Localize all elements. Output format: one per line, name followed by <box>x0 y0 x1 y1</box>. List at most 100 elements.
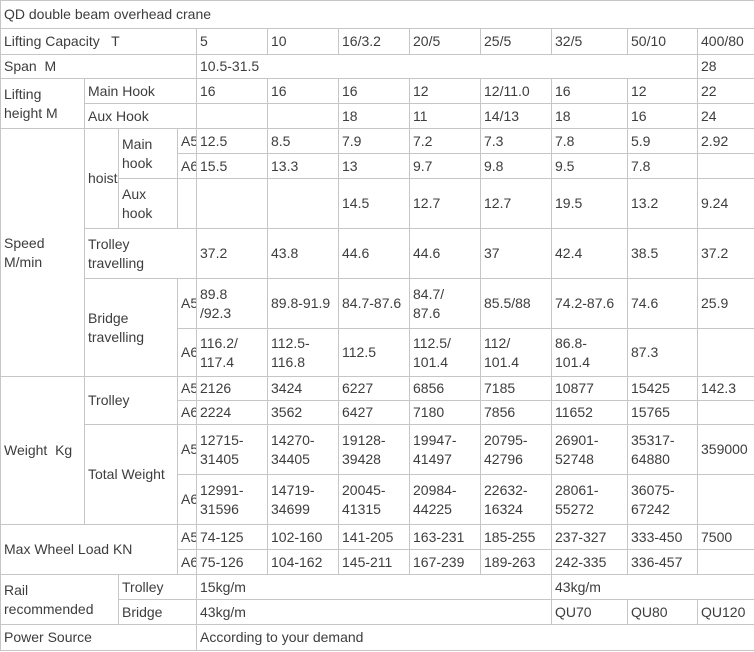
value-cell: 20984- 44225 <box>409 474 481 525</box>
value-cell: 44.6 <box>409 228 481 279</box>
table-row: Total Weight A5 12715- 31405 14270- 3440… <box>1 424 754 525</box>
duty-class-cell: A5 <box>177 524 197 550</box>
value-cell: 15425 <box>627 376 698 401</box>
value-cell: 18 <box>551 103 628 129</box>
value-cell: 12.7 <box>409 178 481 229</box>
value-cell <box>696 328 754 377</box>
value-cell: 112.5- 116.8 <box>267 328 339 377</box>
value-cell: 10 <box>267 28 339 55</box>
row-label-trolley-travelling: Trolley travelling <box>84 228 197 279</box>
value-cell: According to your demand <box>195 624 754 651</box>
row-label-span: Span M <box>0 54 197 79</box>
value-cell: 18 <box>338 103 410 129</box>
value-cell: 8.5 <box>267 128 339 154</box>
value-cell: 6227 <box>338 376 410 401</box>
row-label-hoist-main-hook: Main hook <box>118 128 178 179</box>
value-cell: 7180 <box>409 400 481 425</box>
value-cell: 12991- 31596 <box>196 474 268 525</box>
value-cell: 24 <box>696 103 754 129</box>
value-cell: 87.3 <box>627 328 698 377</box>
value-cell: 75-126 <box>196 549 268 575</box>
table-row: Weight Kg Trolley A5 2126 3424 6227 6856… <box>0 376 754 525</box>
value-cell: 13 <box>338 153 410 179</box>
value-cell: 16 <box>196 78 268 104</box>
duty-class-cell: A5 <box>177 424 197 475</box>
value-cell: 22 <box>696 78 754 104</box>
value-cell: 26901- 52748 <box>551 424 628 475</box>
row-label-bridge-travelling: Bridge travelling <box>84 278 178 377</box>
value-cell: 44.6 <box>338 228 410 279</box>
value-cell: 20/5 <box>409 28 481 55</box>
row-label-rail-trolley: Trolley <box>118 574 197 600</box>
value-cell: 116.2/ 117.4 <box>196 328 268 377</box>
value-cell: 50/10 <box>627 28 698 55</box>
value-cell: 12 <box>409 78 481 104</box>
value-cell: 14.5 <box>338 178 410 229</box>
value-cell: 85.5/88 <box>480 278 552 329</box>
duty-class-cell: A6 <box>177 153 197 179</box>
value-cell: 167-239 <box>409 549 481 575</box>
value-cell: 86.8- 101.4 <box>551 328 628 377</box>
value-cell: 10877 <box>551 376 628 401</box>
table-row: Speed M/min hoist Main hook A5 12.5 8.5 … <box>0 128 754 377</box>
value-cell: 141-205 <box>338 524 410 550</box>
value-cell: 7.9 <box>338 128 410 154</box>
value-cell <box>696 474 754 525</box>
value-cell: QU120 <box>696 599 754 625</box>
duty-class-cell: A5 <box>177 376 197 401</box>
table-row: A6 12991- 31596 14719- 34699 20045- 4131… <box>1 474 754 525</box>
value-cell: 3562 <box>267 400 339 425</box>
row-label-rail-bridge: Bridge <box>118 599 197 625</box>
value-cell: 2224 <box>196 400 268 425</box>
table-row: A6 75-126 104-162 145-211 167-239 189-26… <box>1 549 754 575</box>
value-cell: 19947- 41497 <box>409 424 481 475</box>
value-cell: 336-457 <box>627 549 698 575</box>
value-cell: 9.8 <box>480 153 552 179</box>
table-row: Max Wheel Load KN A5 74-125 102-160 141-… <box>0 524 754 575</box>
table-row: Rail recommended Trolley 15kg/m 43kg/m <box>0 574 754 625</box>
value-cell: 25/5 <box>480 28 552 55</box>
value-cell: 22632- 16324 <box>480 474 552 525</box>
value-cell: 7856 <box>480 400 552 425</box>
value-cell: 16 <box>627 103 698 129</box>
value-cell: 43.8 <box>267 228 339 279</box>
table-row: A6 15.5 13.3 13 9.7 9.8 9.5 7.8 <box>1 153 754 179</box>
row-label-main-hook: Main Hook <box>84 78 197 104</box>
value-cell <box>267 178 339 229</box>
value-cell: 9.5 <box>551 153 628 179</box>
value-cell <box>196 103 268 129</box>
duty-class-cell: A6 <box>177 400 197 425</box>
row-label-rail: Rail recommended <box>0 574 119 625</box>
value-cell <box>696 400 754 425</box>
value-cell: 5 <box>196 28 268 55</box>
row-label-total-weight: Total Weight <box>84 424 178 525</box>
row-label-hoist: hoist <box>84 128 119 229</box>
value-cell: 112/ 101.4 <box>480 328 552 377</box>
value-cell: 74.2-87.6 <box>551 278 628 329</box>
value-cell: 28 <box>696 54 754 79</box>
value-cell: 145-211 <box>338 549 410 575</box>
value-cell: 359000 <box>696 424 754 475</box>
value-cell: 14/13 <box>480 103 552 129</box>
value-cell: 11 <box>409 103 481 129</box>
value-cell: 20795- 42796 <box>480 424 552 475</box>
value-cell: 12.5 <box>196 128 268 154</box>
value-cell <box>196 178 268 229</box>
value-cell: 237-327 <box>551 524 628 550</box>
value-cell: 112.5 <box>338 328 410 377</box>
table-row: QD double beam overhead crane <box>0 0 754 29</box>
value-cell: 15kg/m <box>196 574 552 600</box>
value-cell: 6427 <box>338 400 410 425</box>
value-cell: 400/80 <box>696 28 754 55</box>
row-label-power-source: Power Source <box>0 624 197 651</box>
value-cell: 16 <box>551 78 628 104</box>
value-cell: 37 <box>480 228 552 279</box>
value-cell: 6856 <box>409 376 481 401</box>
value-cell: 185-255 <box>480 524 552 550</box>
table-row: Aux hook 14.5 12.7 12.7 19.5 13.2 9.24 <box>1 178 754 229</box>
value-cell: 38.5 <box>627 228 698 279</box>
value-cell: 43kg/m <box>196 599 552 625</box>
value-cell: 13.2 <box>627 178 698 229</box>
value-cell: 13.3 <box>267 153 339 179</box>
